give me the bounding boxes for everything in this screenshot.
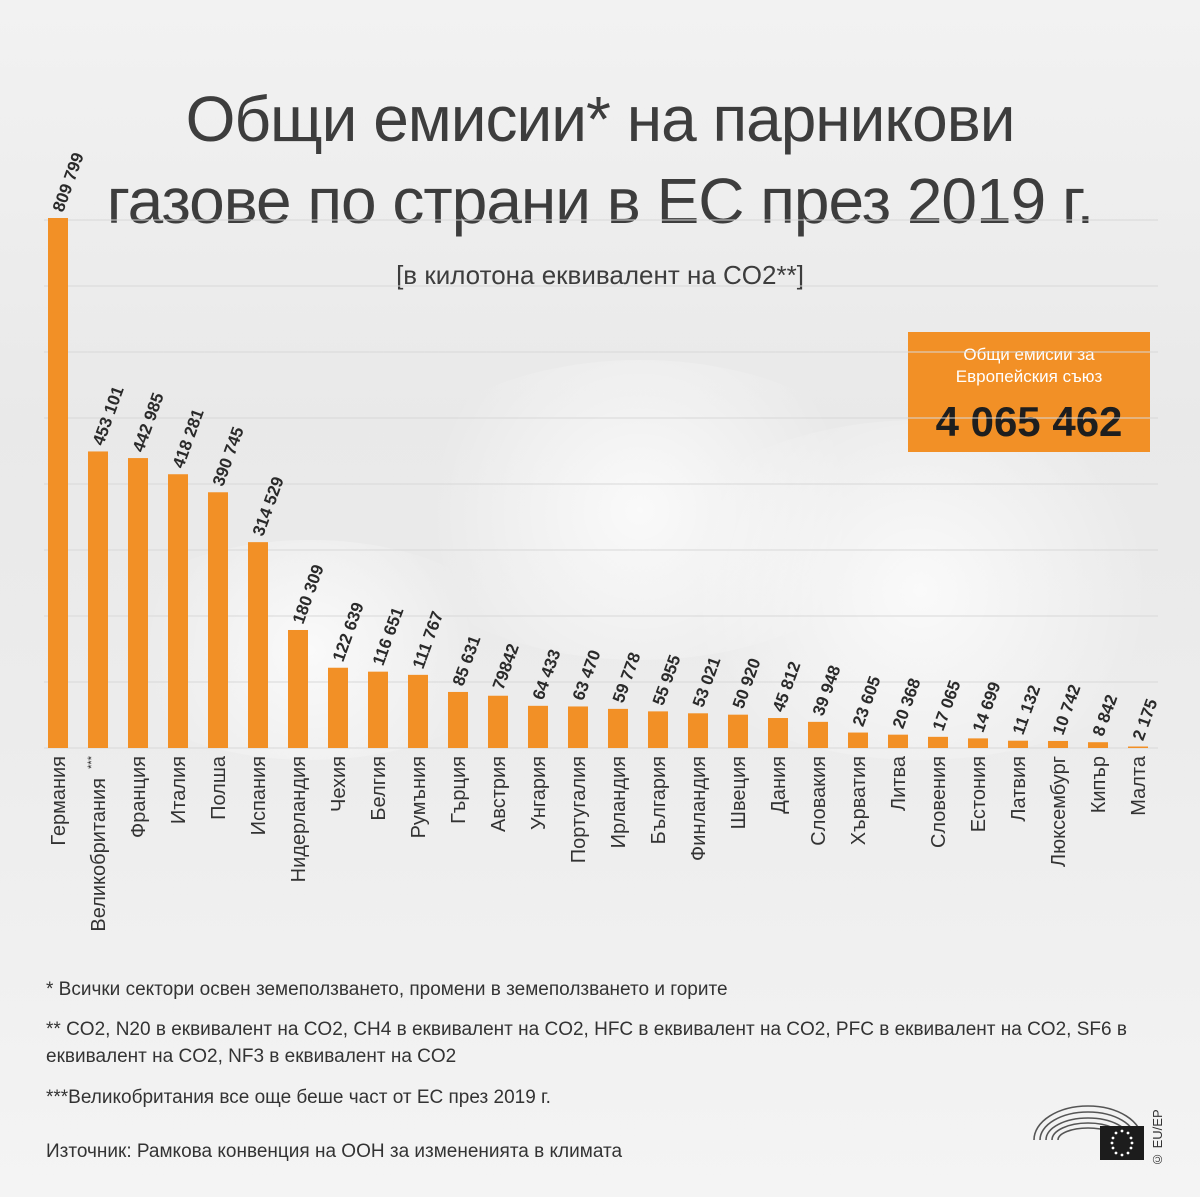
category-label: Хърватия bbox=[848, 756, 870, 845]
value-label: 17 065 bbox=[929, 678, 965, 733]
value-label: 390 745 bbox=[209, 424, 248, 488]
bar bbox=[368, 671, 388, 748]
title-line-2: газове по страни в ЕС през 2019 г. bbox=[106, 165, 1095, 237]
value-label: 111 767 bbox=[409, 609, 447, 671]
value-label: 453 101 bbox=[89, 384, 128, 448]
category-label: Франция bbox=[128, 756, 150, 838]
footnote-3: ***Великобритания все още беше част от Е… bbox=[46, 1087, 551, 1108]
value-label: 8 842 bbox=[1089, 692, 1121, 738]
category-label: Словения bbox=[928, 756, 950, 848]
value-label: 64 433 bbox=[529, 647, 565, 702]
bar bbox=[128, 458, 148, 748]
category-labels: Германия Великобритания *** Франция Италия По… bbox=[48, 755, 1150, 931]
eu-total-label: Общи емисии за Европейския съюз bbox=[955, 345, 1103, 386]
value-label: 85 631 bbox=[449, 633, 485, 688]
category-label: Румъния bbox=[408, 756, 430, 838]
bar bbox=[48, 218, 68, 748]
category-label: Ирландия bbox=[608, 756, 630, 848]
category-label: Литва bbox=[888, 755, 910, 811]
bar bbox=[1048, 740, 1068, 748]
category-label: България bbox=[648, 756, 670, 844]
value-label: 122 639 bbox=[329, 600, 368, 664]
category-label: Германия bbox=[48, 756, 70, 846]
category-footnote-mark: *** bbox=[86, 755, 98, 769]
value-label: 10 742 bbox=[1049, 682, 1085, 737]
category-label: Финландия bbox=[688, 756, 710, 861]
page-title: Общи емисии* на парникови газове по стра… bbox=[0, 78, 1200, 242]
value-label: 39 948 bbox=[809, 663, 845, 718]
chart-subtitle: [в килотона еквивалент на CO2**] bbox=[396, 260, 804, 290]
category-label: Малта bbox=[1128, 755, 1150, 816]
value-label: 180 309 bbox=[289, 562, 328, 626]
background-cloud bbox=[640, 420, 1200, 760]
bar bbox=[648, 711, 668, 748]
value-label: 11 132 bbox=[1009, 683, 1044, 737]
category-label: Швеция bbox=[728, 756, 750, 829]
bar bbox=[288, 629, 308, 748]
category-label: Кипър bbox=[1088, 756, 1110, 813]
category-label: Словакия bbox=[808, 756, 830, 846]
value-label: 79842 bbox=[489, 641, 523, 692]
bar bbox=[968, 738, 988, 748]
category-label: Унгария bbox=[528, 756, 550, 830]
value-label: 14 699 bbox=[969, 679, 1005, 734]
bar bbox=[448, 691, 468, 748]
bar bbox=[848, 732, 868, 748]
bar bbox=[888, 734, 908, 748]
bars bbox=[48, 218, 1148, 748]
bar bbox=[568, 706, 588, 748]
bar bbox=[168, 474, 188, 748]
category-label: Италия bbox=[168, 756, 190, 824]
bar bbox=[88, 451, 108, 748]
category-label: Чехия bbox=[328, 756, 350, 812]
gridlines bbox=[44, 219, 1158, 749]
bar bbox=[528, 705, 548, 748]
value-label: 50 920 bbox=[729, 656, 765, 711]
bar bbox=[688, 713, 708, 748]
bar bbox=[928, 736, 948, 748]
value-label: 20 368 bbox=[889, 676, 925, 731]
copyright-note: © EU/EP bbox=[1150, 1109, 1165, 1167]
value-label: 45 812 bbox=[769, 659, 805, 714]
eu-total-value: 4 065 462 bbox=[935, 398, 1123, 445]
footnote-2: ** CO2, N20 в еквивалент на CO2, CH4 в е… bbox=[46, 1019, 1127, 1067]
bar bbox=[248, 542, 268, 748]
category-label: Полша bbox=[208, 755, 230, 820]
value-label: 2 175 bbox=[1129, 696, 1161, 742]
category-label: Австрия bbox=[488, 756, 510, 832]
value-label: 116 651 bbox=[369, 605, 408, 668]
category-label: Великобритания bbox=[88, 778, 110, 932]
value-label: 59 778 bbox=[609, 650, 645, 705]
bar bbox=[728, 714, 748, 748]
bar bbox=[1088, 742, 1108, 748]
source-note: Източник: Рамкова конвенция на ООН за из… bbox=[46, 1141, 623, 1162]
category-label: Португалия bbox=[568, 756, 590, 863]
category-label: Гърция bbox=[448, 756, 470, 824]
title-line-1: Общи емисии* на парникови bbox=[185, 83, 1016, 155]
category-label: Латвия bbox=[1008, 756, 1030, 822]
bar bbox=[208, 492, 228, 748]
bar bbox=[1128, 746, 1148, 748]
category-label: Испания bbox=[248, 756, 270, 835]
european-parliament-logo bbox=[1033, 1105, 1144, 1160]
bar bbox=[808, 721, 828, 748]
value-label: 55 955 bbox=[649, 652, 685, 707]
bar bbox=[488, 695, 508, 748]
footnote-1: * Всички сектори освен земеползването, п… bbox=[46, 979, 728, 1000]
value-label: 63 470 bbox=[569, 647, 605, 702]
category-label: Дания bbox=[768, 756, 790, 814]
category-label: Нидерландия bbox=[288, 756, 310, 882]
value-label: 418 281 bbox=[169, 406, 208, 470]
value-label: 442 985 bbox=[129, 390, 168, 454]
bar bbox=[768, 718, 788, 748]
category-label: Естония bbox=[968, 756, 990, 832]
bar bbox=[608, 708, 628, 748]
category-label: Белгия bbox=[368, 756, 390, 821]
bar bbox=[1008, 740, 1028, 748]
bar bbox=[408, 674, 428, 748]
value-label: 809 799 bbox=[49, 150, 88, 214]
category-label: Люксембург bbox=[1048, 756, 1070, 867]
bar bbox=[328, 667, 348, 748]
